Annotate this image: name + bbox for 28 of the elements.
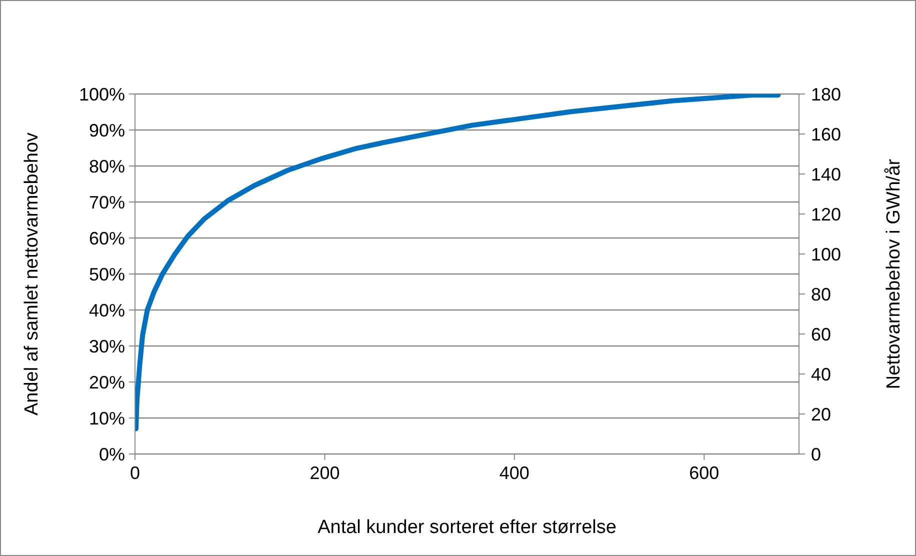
x-tick-label: 600 [689,462,720,483]
y2-tick-label: 120 [811,204,842,224]
y2-tick-label: 80 [811,284,832,304]
y-tick-label: 40% [88,300,125,320]
x-axis-title: Antal kunder sorteret efter størrelse [318,517,616,538]
x-tick-label: 0 [130,462,140,483]
y-tick-label: 30% [88,336,125,356]
y-tick-label: 50% [88,264,125,284]
y2-tick-label: 0 [811,444,822,464]
y-tick-label: 0% [98,444,125,464]
y2-tick-label: 40 [811,364,832,384]
y-tick-label: 90% [88,120,125,140]
y2-tick-label: 180 [811,84,842,104]
y2-tick-label: 100 [811,244,842,264]
y-axis-title: Andel af samlet nettovarmebehov [22,132,43,416]
y-tick-label: 10% [88,408,125,428]
y-tick-label: 70% [88,192,125,212]
y2-tick-label: 160 [811,124,842,144]
y2-tick-label: 60 [811,324,832,344]
x-tick-label: 200 [310,462,340,483]
y2-axis-title: Nettovarmebehov i GWh/år [884,158,905,390]
y-tick-label: 100% [78,84,125,104]
y-tick-label: 20% [88,372,125,392]
y2-tick-label: 140 [811,164,842,184]
y-tick-label: 80% [88,156,125,176]
y2-tick-label: 20 [811,404,832,424]
x-tick-label: 400 [499,462,530,483]
y-tick-label: 60% [88,228,125,248]
